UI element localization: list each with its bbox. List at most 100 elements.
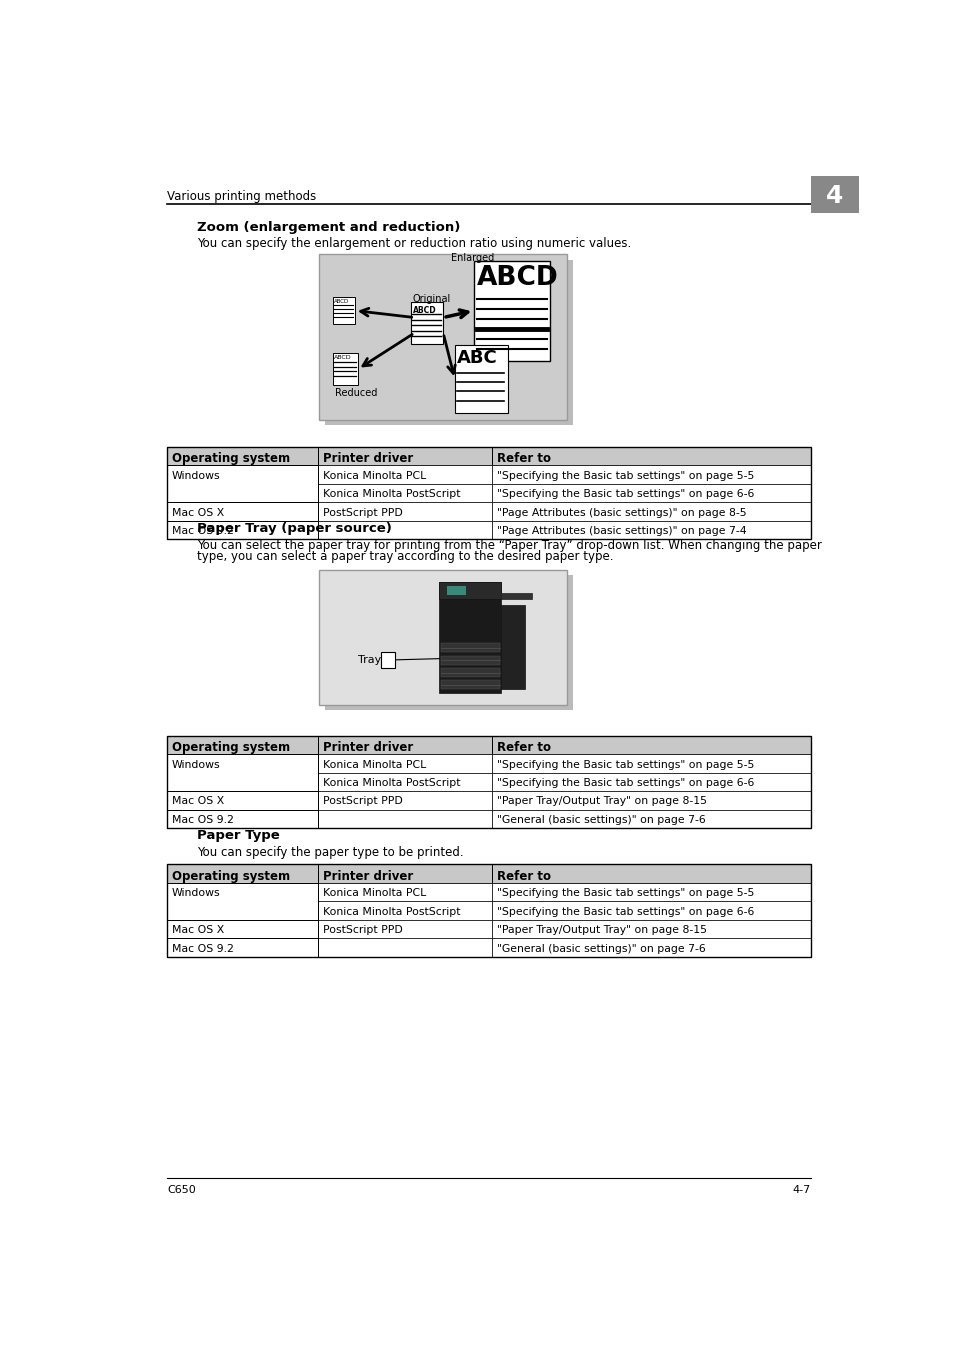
Bar [440,680,499,690]
Bar [167,447,810,539]
Text: Mac OS X: Mac OS X [172,925,224,936]
Bar [319,570,567,705]
Bar [492,736,810,755]
Text: Windows: Windows [172,888,220,898]
Bar [440,656,499,664]
Text: ABCD: ABCD [334,300,349,304]
Bar [167,755,318,772]
Text: "Paper Tray/Output Tray" on page 8-15: "Paper Tray/Output Tray" on page 8-15 [497,925,706,936]
Bar [318,502,492,521]
Text: Mac OS X: Mac OS X [172,796,224,806]
Bar [167,883,318,919]
Text: "General (basic settings)" on page 7-6: "General (basic settings)" on page 7-6 [497,944,705,953]
Bar [455,346,507,413]
Text: Mac OS X: Mac OS X [172,508,224,518]
Bar [167,447,318,466]
Bar [167,919,318,938]
Bar [318,791,492,810]
Bar [333,297,355,324]
Text: Mac OS 9.2: Mac OS 9.2 [172,944,233,953]
Bar [492,755,810,772]
Bar [440,668,499,678]
Bar [318,755,492,772]
Bar [167,521,318,539]
Bar [167,772,318,791]
Bar [167,736,810,828]
Text: ABCD: ABCD [413,306,436,315]
Text: "Specifying the Basic tab settings" on page 6-6: "Specifying the Basic tab settings" on p… [497,778,754,788]
Text: You can specify the paper type to be printed.: You can specify the paper type to be pri… [196,845,463,859]
Text: Operating system: Operating system [172,452,290,466]
Bar [167,810,318,828]
Bar [318,521,492,539]
Text: Windows: Windows [172,760,220,770]
Text: "Page Attributes (basic settings)" on page 7-4: "Page Attributes (basic settings)" on pa… [497,526,745,536]
Bar [318,447,492,466]
Bar [167,502,318,521]
Bar [167,483,318,502]
Text: Enlarged: Enlarged [451,252,494,263]
Text: "General (basic settings)" on page 7-6: "General (basic settings)" on page 7-6 [497,815,705,825]
Bar [492,466,810,483]
Text: Konica Minolta PCL: Konica Minolta PCL [323,760,426,770]
Bar [167,736,318,755]
Text: PostScript PPD: PostScript PPD [323,796,402,806]
Bar [167,466,318,483]
Bar [318,810,492,828]
Bar [318,883,492,902]
Bar [492,521,810,539]
Text: "Specifying the Basic tab settings" on page 6-6: "Specifying the Basic tab settings" on p… [497,489,754,500]
Text: Mac OS 9.2: Mac OS 9.2 [172,526,233,536]
Text: Paper Tray (paper source): Paper Tray (paper source) [196,522,392,536]
Text: Refer to: Refer to [497,869,550,883]
Text: Windows: Windows [172,471,220,481]
Text: Konica Minolta PostScript: Konica Minolta PostScript [323,907,460,917]
Bar [167,902,318,919]
Text: Konica Minolta PostScript: Konica Minolta PostScript [323,489,460,500]
Text: Various printing methods: Various printing methods [167,190,316,202]
Bar [318,938,492,957]
Text: Mac OS 9.2: Mac OS 9.2 [172,815,233,825]
Text: C650: C650 [167,1184,196,1195]
Text: Windows: Windows [172,471,220,481]
Bar [439,582,500,694]
Bar [474,261,550,360]
Bar [333,352,357,385]
Bar [167,521,318,539]
Bar [492,883,810,902]
Text: Printer driver: Printer driver [323,869,413,883]
Bar [167,466,318,502]
Bar [500,605,524,690]
Text: Mac OS X: Mac OS X [172,796,224,806]
Text: Windows: Windows [172,760,220,770]
Text: Printer driver: Printer driver [323,741,413,755]
Bar [167,938,318,957]
Bar [167,755,318,791]
Bar [500,593,532,599]
Text: Operating system: Operating system [172,869,290,883]
Text: "Page Attributes (basic settings)" on page 8-5: "Page Attributes (basic settings)" on pa… [497,508,745,518]
Bar [318,772,492,791]
Bar [324,575,572,710]
Text: type, you can select a paper tray according to the desired paper type.: type, you can select a paper tray accord… [196,549,613,563]
Bar [318,864,492,883]
Text: Mac OS 9.2: Mac OS 9.2 [172,815,233,825]
Text: Paper Type: Paper Type [196,829,279,842]
Text: Mac OS X: Mac OS X [172,508,224,518]
Bar [318,919,492,938]
Text: Original: Original [412,294,450,305]
Bar [318,736,492,755]
Text: Refer to: Refer to [497,741,550,755]
Text: "Paper Tray/Output Tray" on page 8-15: "Paper Tray/Output Tray" on page 8-15 [497,796,706,806]
Text: You can select the paper tray for printing from the “Paper Tray” drop-down list.: You can select the paper tray for printi… [196,539,821,552]
Bar [439,582,500,598]
Bar [447,586,466,595]
Bar [324,259,572,425]
Text: Tray: Tray [357,655,381,664]
Bar [492,864,810,883]
Text: ABCD: ABCD [334,355,352,360]
Bar [167,502,318,521]
Bar [492,447,810,466]
Bar [810,176,858,213]
Text: Mac OS X: Mac OS X [172,925,224,936]
